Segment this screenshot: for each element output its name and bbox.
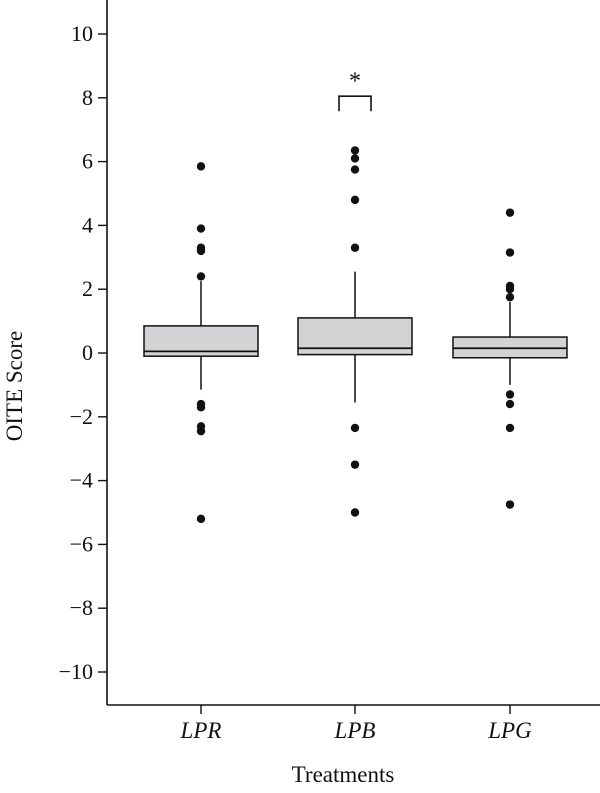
annotations: * <box>338 68 372 112</box>
y-tick-label: 6 <box>82 149 93 174</box>
outlier-point <box>505 399 515 409</box>
box-lpb <box>297 271 413 403</box>
y-tick-label: −6 <box>70 531 93 556</box>
outlier-point <box>196 514 206 524</box>
outlier-point <box>505 423 515 433</box>
x-category-label: LPG <box>487 718 532 743</box>
significance-bracket <box>338 95 372 112</box>
y-tick-label: 0 <box>82 340 93 365</box>
box-lpr <box>143 281 259 390</box>
outlier-point <box>196 272 206 281</box>
outliers <box>196 146 515 524</box>
x-category-label: LPR <box>180 718 222 743</box>
y-tick-label: 2 <box>82 276 93 301</box>
outlier-point <box>350 165 360 174</box>
outlier-point <box>350 423 360 433</box>
y-tick-label: 10 <box>71 21 93 46</box>
outlier-point <box>196 162 206 171</box>
outlier-point <box>505 292 515 302</box>
outlier-point <box>350 195 360 205</box>
y-axis-title: OITE Score <box>2 331 27 442</box>
outlier-point <box>505 500 515 509</box>
outlier-point <box>196 403 206 412</box>
outlier-point <box>196 246 206 256</box>
x-category-label: LPB <box>334 718 376 743</box>
outlier-point <box>505 285 515 294</box>
outlier-point <box>350 146 360 155</box>
y-tick-label: −2 <box>70 404 93 429</box>
outlier-point <box>505 248 515 257</box>
significance-asterisk: * <box>349 68 361 94</box>
y-axis-ticks: −10 −8 −6 −4 −2 0 2 4 6 8 10 <box>59 21 107 684</box>
y-tick-label: 8 <box>82 85 93 110</box>
outlier-point <box>350 460 360 469</box>
y-tick-label: −4 <box>70 468 93 493</box>
boxes <box>143 271 568 403</box>
box-lpg <box>452 301 568 385</box>
outlier-point <box>505 390 515 399</box>
outlier-point <box>505 208 515 217</box>
outlier-point <box>350 154 360 163</box>
outlier-point <box>350 508 360 517</box>
outlier-point <box>196 426 206 436</box>
y-tick-label: −10 <box>59 659 93 684</box>
outlier-point <box>196 224 206 233</box>
x-axis-title: Treatments <box>292 762 395 787</box>
outlier-point <box>350 243 360 252</box>
y-tick-label: 4 <box>82 212 93 237</box>
x-axis-categories: LPR LPB LPG <box>180 705 532 743</box>
y-tick-label: −8 <box>70 595 93 620</box>
